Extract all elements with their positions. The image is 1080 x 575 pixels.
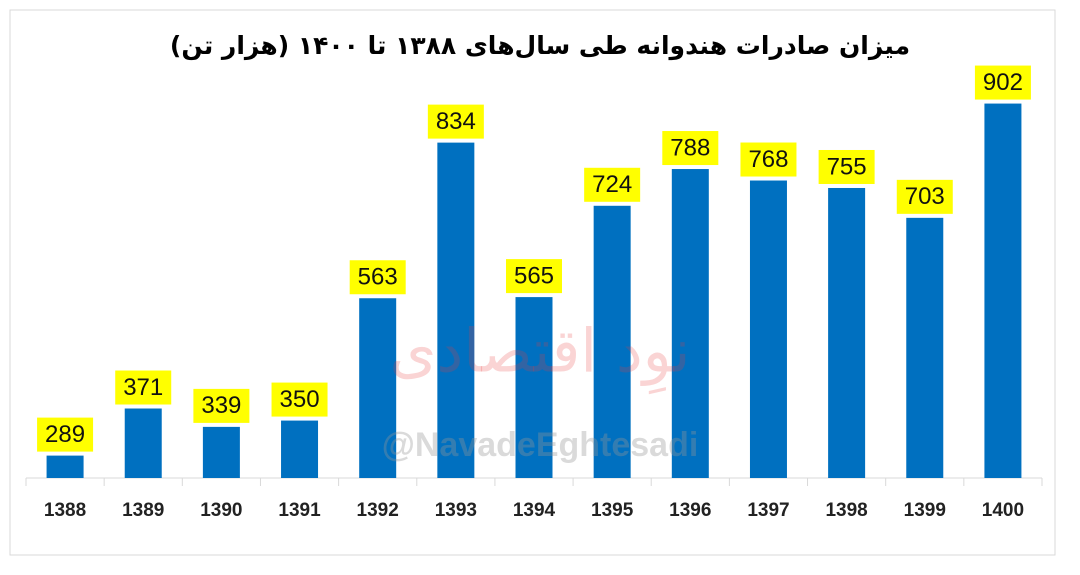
value-label-box (662, 131, 719, 166)
value-label: 371 (123, 374, 163, 401)
bar (515, 297, 553, 478)
value-label-box (506, 259, 562, 294)
x-tick-label: 1396 (669, 500, 711, 521)
value-label: 350 (280, 386, 320, 413)
value-label: 834 (436, 108, 476, 135)
x-tick-label: 1390 (200, 500, 242, 521)
plot-area: 1388 289 1389 371 1390 339 1391 350 1392 563 1393 8… (25, 65, 1043, 521)
bar (281, 420, 319, 478)
x-tick-label: 1397 (747, 500, 789, 521)
bar (46, 455, 84, 478)
x-tick-label: 1392 (357, 500, 399, 521)
value-label-box (818, 149, 875, 184)
value-label-box (584, 167, 641, 202)
value-label-box (193, 388, 250, 423)
bar (202, 426, 240, 478)
value-label-box (740, 142, 797, 177)
value-label: 339 (201, 392, 241, 419)
bar (359, 298, 397, 478)
x-tick-label: 1393 (435, 500, 477, 521)
x-tick-label: 1395 (591, 500, 634, 521)
value-label: 755 (827, 153, 867, 180)
value-label: 768 (748, 146, 788, 173)
bar (124, 408, 162, 478)
bar (593, 205, 631, 478)
chart-title: میزان صادرات هندوانه طی سال‌های ۱۳۸۸ تا … (170, 31, 910, 61)
value-label-box (974, 65, 1031, 100)
watermark-logo: نوِد اقتصادی (390, 317, 691, 396)
bar (828, 187, 866, 478)
value-label: 565 (514, 262, 554, 289)
value-label-box (427, 104, 484, 139)
watermark: @NavadeEghtesadi (382, 426, 699, 464)
value-label: 902 (983, 69, 1023, 96)
value-label-box (115, 370, 172, 405)
value-label-box (896, 179, 953, 214)
value-label-box (37, 417, 94, 452)
value-label: 703 (905, 183, 945, 210)
bar (671, 169, 709, 478)
value-label-box (271, 382, 328, 417)
x-tick-label: 1400 (982, 500, 1024, 521)
x-tick-label: 1389 (122, 500, 164, 521)
bar (906, 217, 944, 478)
x-tick-label: 1391 (278, 500, 321, 521)
value-label-box (349, 260, 406, 295)
bar (749, 180, 787, 478)
x-tick-label: 1388 (44, 500, 86, 521)
x-tick-label: 1394 (513, 500, 556, 521)
value-label: 289 (45, 421, 85, 448)
value-label: 724 (592, 171, 632, 198)
x-tick-label: 1398 (825, 500, 867, 521)
value-label: 788 (670, 134, 710, 161)
value-label: 563 (358, 264, 398, 291)
bar (437, 142, 475, 479)
x-tick-label: 1399 (904, 500, 946, 521)
bar (984, 103, 1022, 479)
